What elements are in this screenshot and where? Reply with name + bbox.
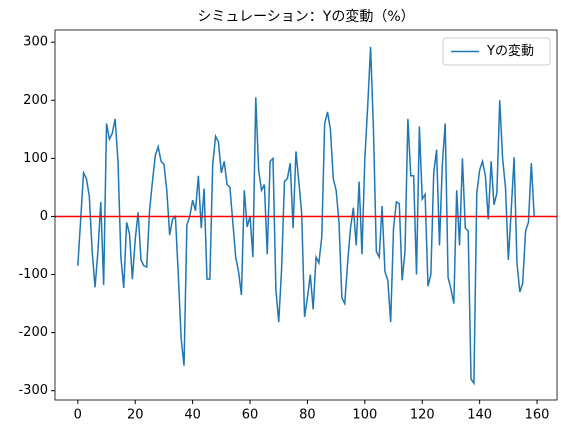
y-tick-label: 100 <box>23 151 48 166</box>
x-tick-label: 60 <box>242 408 259 423</box>
y-tick-label: -300 <box>18 383 48 398</box>
line-series <box>77 46 535 386</box>
x-tick-label: 140 <box>467 408 492 423</box>
x-tick-label: 80 <box>299 408 316 423</box>
y-tick-label: 300 <box>23 35 48 50</box>
x-tick-label: 20 <box>127 408 144 423</box>
y-tick-label: -200 <box>18 325 48 340</box>
x-tick-label: 120 <box>410 408 435 423</box>
x-tick-label: 0 <box>74 408 82 423</box>
legend-label: Yの変動 <box>486 43 534 59</box>
x-tick-label: 160 <box>525 408 550 423</box>
x-tick-label: 100 <box>352 408 377 423</box>
y-tick-label: -100 <box>18 267 48 282</box>
x-tick-label: 40 <box>184 408 201 423</box>
plot-frame <box>54 29 558 401</box>
y-tick-label: 200 <box>23 93 48 108</box>
legend-box <box>442 37 551 66</box>
chart-title: シミュレーション：Yの変動（%） <box>197 8 414 25</box>
y-tick-label: 0 <box>40 209 48 224</box>
